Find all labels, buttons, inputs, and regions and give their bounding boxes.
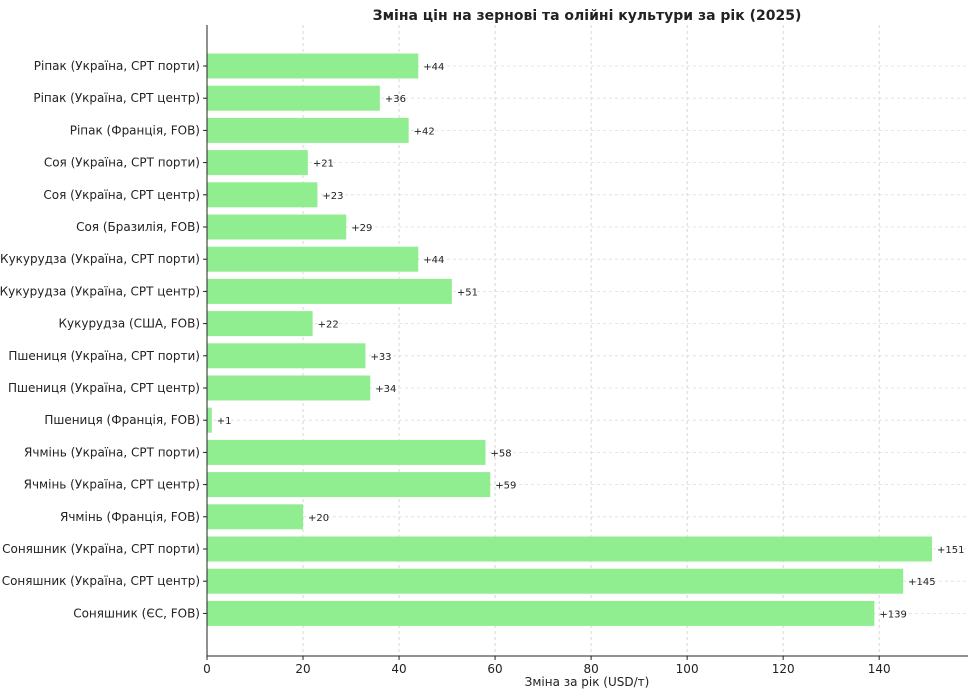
x-tick-label: 60 (487, 662, 502, 676)
y-tick-label: Ріпак (Україна, CPT центр) (33, 91, 200, 105)
data-label: +44 (423, 62, 444, 73)
y-tick-label: Соняшник (Україна, CPT порти) (2, 542, 200, 556)
data-label: +20 (308, 513, 329, 524)
bar (207, 568, 904, 594)
y-tick-label: Ячмінь (Франція, FOB) (60, 510, 200, 524)
x-tick-label: 40 (391, 662, 406, 676)
bar (207, 439, 486, 465)
x-tick-label: 100 (676, 662, 699, 676)
bar (207, 150, 308, 176)
labels: 0 20 40 60 80 100 120 140 Ріпак (Україна, CPT по… (0, 59, 964, 676)
bar (207, 214, 347, 240)
data-label: +139 (879, 609, 906, 620)
bar (207, 407, 212, 433)
data-label: +21 (313, 159, 334, 170)
bar (207, 311, 313, 337)
y-tick-label: Ячмінь (Україна, CPT порти) (24, 445, 200, 459)
y-tick-label: Пшениця (Україна, CPT центр) (8, 381, 200, 395)
y-tick-label: Соя (Бразилія, FOB) (76, 220, 200, 234)
y-tick-label: Ячмінь (Україна, CPT центр) (24, 478, 200, 492)
data-label: +1 (217, 416, 232, 427)
x-tick-label: 120 (772, 662, 795, 676)
x-axis-label: Зміна за рік (USD/т) (525, 675, 650, 689)
y-tick-label: Соняшник (ЄС, FOB) (73, 606, 200, 620)
y-tick-label: Пшениця (Україна, CPT порти) (8, 349, 200, 363)
bar (207, 278, 452, 304)
data-label: +58 (490, 448, 511, 459)
bar (207, 53, 419, 79)
data-label: +59 (495, 481, 516, 492)
y-tick-label: Кукурудза (Україна, CPT порти) (0, 252, 200, 266)
x-tick-label: 140 (868, 662, 891, 676)
data-label: +44 (423, 255, 444, 266)
data-label: +23 (322, 191, 343, 202)
data-label: +34 (375, 384, 396, 395)
data-label: +151 (937, 545, 964, 556)
bars (207, 53, 932, 626)
y-tick-label: Кукурудза (США, FOB) (58, 317, 200, 331)
bar (207, 536, 932, 562)
y-tick-label: Ріпак (Франція, FOB) (70, 123, 200, 137)
bar (207, 343, 366, 369)
data-label: +145 (908, 577, 935, 588)
data-label: +29 (351, 223, 372, 234)
x-tick-label: 80 (583, 662, 598, 676)
y-tick-label: Ріпак (Україна, CPT порти) (34, 59, 200, 73)
data-label: +36 (385, 94, 406, 105)
data-label: +22 (318, 320, 339, 331)
bar (207, 182, 318, 208)
y-tick-label: Пшениця (Франція, FOB) (44, 413, 200, 427)
data-label: +42 (414, 126, 435, 137)
y-tick-label: Соя (Україна, CPT порти) (44, 156, 200, 170)
y-tick-label: Кукурудза (Україна, CPT центр) (0, 284, 200, 298)
data-label: +51 (457, 287, 478, 298)
bar (207, 504, 304, 530)
bar (207, 600, 875, 626)
y-tick-label: Соя (Україна, CPT центр) (43, 188, 200, 202)
x-tick-label: 0 (203, 662, 211, 676)
bar (207, 472, 491, 498)
data-label: +33 (370, 352, 391, 363)
y-tick-label: Соняшник (Україна, CPT центр) (2, 574, 200, 588)
chart-title: Зміна цін на зернові та олійні культури … (373, 8, 802, 24)
x-tick-label: 20 (295, 662, 310, 676)
bar (207, 375, 371, 401)
bar (207, 246, 419, 272)
bar (207, 85, 380, 111)
bar (207, 117, 409, 143)
